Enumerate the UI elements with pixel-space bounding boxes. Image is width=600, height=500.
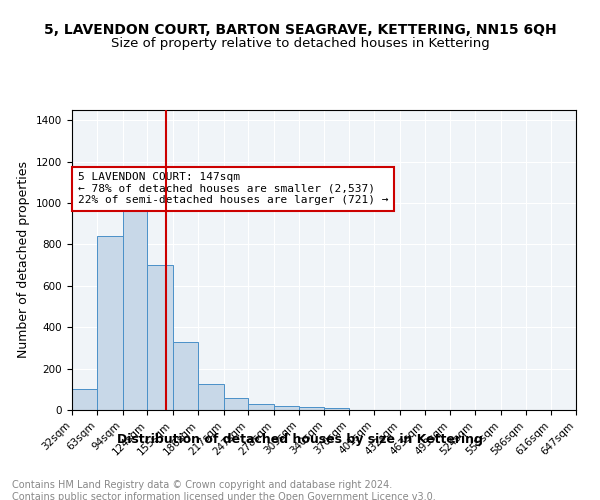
Bar bbox=[325, 408, 349, 410]
Bar bbox=[248, 404, 274, 410]
Bar bbox=[224, 398, 248, 410]
Bar bbox=[173, 342, 198, 410]
Text: 5 LAVENDON COURT: 147sqm
← 78% of detached houses are smaller (2,537)
22% of sem: 5 LAVENDON COURT: 147sqm ← 78% of detach… bbox=[78, 172, 388, 206]
Bar bbox=[97, 236, 123, 410]
Text: 5, LAVENDON COURT, BARTON SEAGRAVE, KETTERING, NN15 6QH: 5, LAVENDON COURT, BARTON SEAGRAVE, KETT… bbox=[44, 22, 556, 36]
Bar bbox=[299, 407, 325, 410]
Text: Size of property relative to detached houses in Kettering: Size of property relative to detached ho… bbox=[110, 38, 490, 51]
Bar bbox=[198, 384, 224, 410]
Bar bbox=[148, 265, 173, 410]
Bar bbox=[123, 186, 148, 410]
Bar bbox=[274, 406, 299, 410]
Text: Distribution of detached houses by size in Kettering: Distribution of detached houses by size … bbox=[117, 432, 483, 446]
Text: Contains HM Land Registry data © Crown copyright and database right 2024.
Contai: Contains HM Land Registry data © Crown c… bbox=[12, 480, 436, 500]
Bar bbox=[72, 390, 97, 410]
Y-axis label: Number of detached properties: Number of detached properties bbox=[17, 162, 31, 358]
